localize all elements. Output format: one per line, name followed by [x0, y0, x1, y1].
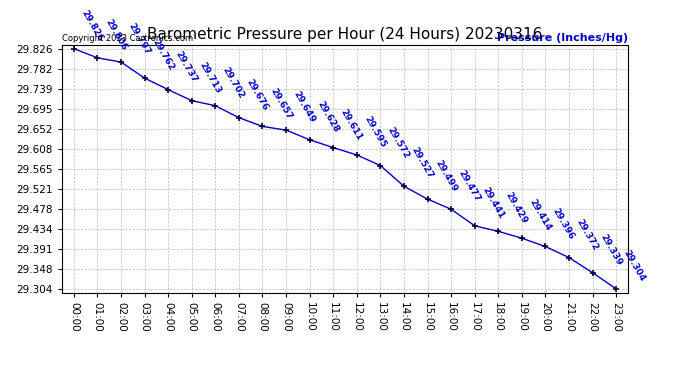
Text: 29.414: 29.414 [527, 198, 553, 232]
Text: 29.441: 29.441 [480, 185, 506, 220]
Text: 29.713: 29.713 [197, 60, 223, 95]
Text: 29.304: 29.304 [622, 249, 647, 283]
Text: 29.649: 29.649 [292, 90, 317, 124]
Text: 29.339: 29.339 [598, 232, 623, 267]
Text: Copyright 2023 Cartronics.com: Copyright 2023 Cartronics.com [62, 33, 193, 42]
Text: 29.372: 29.372 [575, 217, 600, 252]
Text: 29.429: 29.429 [504, 191, 529, 226]
Text: 29.702: 29.702 [221, 66, 246, 100]
Text: 29.527: 29.527 [409, 146, 435, 181]
Text: 29.806: 29.806 [103, 18, 128, 53]
Text: 29.628: 29.628 [315, 100, 340, 134]
Text: 29.595: 29.595 [362, 115, 388, 149]
Text: 29.499: 29.499 [433, 159, 458, 194]
Text: 29.737: 29.737 [174, 49, 199, 84]
Text: 29.572: 29.572 [386, 125, 411, 160]
Text: 29.657: 29.657 [268, 86, 293, 121]
Text: 29.826: 29.826 [79, 9, 105, 43]
Title: Barometric Pressure per Hour (24 Hours) 20230316: Barometric Pressure per Hour (24 Hours) … [147, 27, 543, 42]
Text: Pressure (Inches/Hg): Pressure (Inches/Hg) [497, 33, 628, 42]
Text: 29.477: 29.477 [457, 169, 482, 204]
Text: 29.797: 29.797 [126, 21, 152, 57]
Text: 29.762: 29.762 [150, 38, 175, 73]
Text: 29.611: 29.611 [339, 108, 364, 142]
Text: 29.676: 29.676 [244, 77, 270, 112]
Text: 29.396: 29.396 [551, 206, 576, 241]
